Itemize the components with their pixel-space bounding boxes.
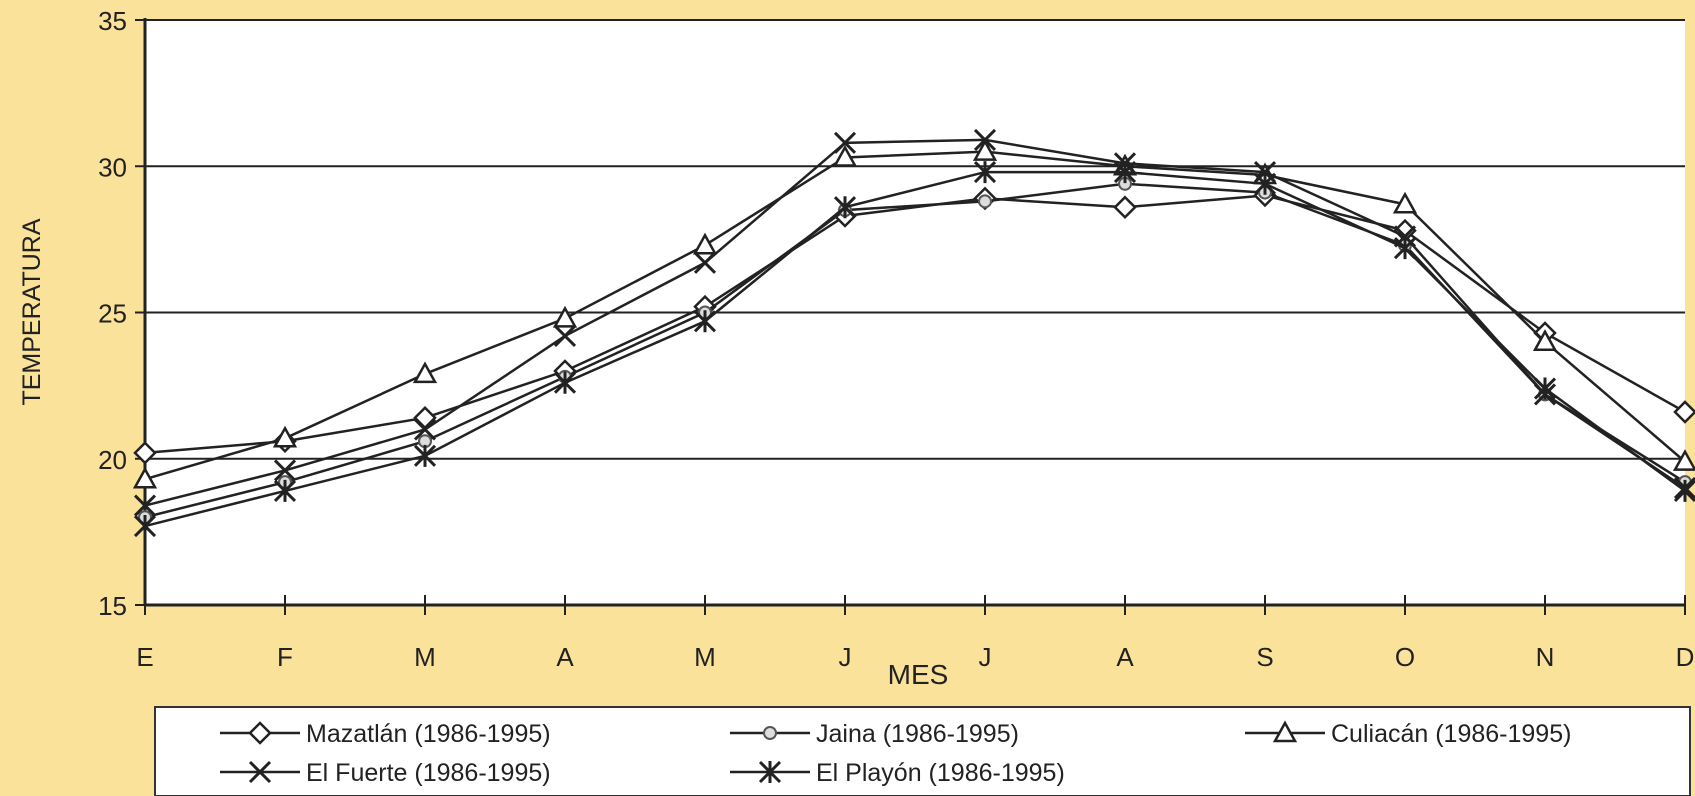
asterisk-marker <box>1393 237 1417 260</box>
triangle-marker <box>552 305 578 328</box>
asterisk-marker <box>133 514 157 538</box>
asterisk-marker <box>693 310 717 333</box>
x-marker <box>273 459 297 482</box>
triangle-marker <box>412 361 438 384</box>
asterisk-marker <box>973 161 997 184</box>
diamond-marker <box>1673 400 1695 424</box>
triangle-marker <box>1272 720 1298 743</box>
legend-label: El Playón (1986-1995) <box>816 759 1065 787</box>
x-marker <box>973 128 997 151</box>
diamond-marker <box>133 441 157 465</box>
asterisk-marker <box>1253 172 1277 195</box>
x-marker <box>693 251 717 274</box>
x-tick-label: M <box>414 642 436 672</box>
legend-item: Mazatlán (1986-1995) <box>220 720 551 748</box>
dot-marker <box>763 726 777 740</box>
series-line <box>144 150 1686 481</box>
dot-marker <box>978 194 992 209</box>
legend-label: Jaina (1986-1995) <box>816 720 1019 748</box>
x-tick-label: N <box>1536 642 1555 672</box>
triangle-marker <box>272 425 298 448</box>
series-triangle <box>132 139 1695 489</box>
x-tick-label: S <box>1256 642 1273 672</box>
legend-box <box>154 706 1691 796</box>
triangle-marker <box>1392 191 1418 214</box>
triangle-marker <box>692 232 718 255</box>
legend: Mazatlán (1986-1995) Jaina (1986-1995) Cul… <box>220 720 1571 787</box>
y-axis-label: TEMPERATURA <box>18 218 46 405</box>
gridlines <box>145 19 1685 460</box>
diamond-marker <box>1113 195 1137 219</box>
asterisk-marker <box>1673 479 1695 502</box>
x-tick-label: O <box>1395 642 1415 672</box>
series-line <box>144 170 1686 528</box>
legend-label: Mazatlán (1986-1995) <box>306 720 551 748</box>
x-tick-label: J <box>839 642 852 672</box>
asterisk-marker <box>1533 377 1557 400</box>
x-tick-label: M <box>694 642 716 672</box>
asterisk-marker <box>273 479 297 502</box>
x-tick-label: F <box>277 642 293 672</box>
legend-item: El Fuerte (1986-1995) <box>220 759 551 787</box>
series-asterisk <box>133 161 1695 538</box>
y-tick-label: 15 <box>98 591 127 621</box>
x-marker <box>413 418 437 441</box>
asterisk-marker <box>413 444 437 467</box>
legend-item: El Playón (1986-1995) <box>730 759 1065 787</box>
triangle-marker <box>132 466 158 489</box>
triangle-marker <box>972 139 998 161</box>
asterisk-marker <box>553 371 577 394</box>
x-marker <box>248 760 272 784</box>
triangle-marker <box>1672 449 1695 471</box>
x-marker <box>553 324 577 347</box>
series-line <box>144 138 1686 507</box>
asterisk-marker <box>833 196 857 219</box>
y-tick-label: 35 <box>98 6 127 36</box>
legend-item: Jaina (1986-1995) <box>730 720 1019 748</box>
x-tick-label: A <box>556 642 574 672</box>
series-lines <box>132 128 1695 538</box>
y-tick-label: 20 <box>98 445 127 475</box>
y-tick-label: 30 <box>98 152 127 182</box>
tick-labels: 15 20 25 30 35 E F M A M J J A S O N D <box>98 6 1694 672</box>
legend-label: El Fuerte (1986-1995) <box>306 759 551 787</box>
legend-label: Culiacán (1986-1995) <box>1331 720 1571 748</box>
x-tick-label: E <box>136 642 153 672</box>
legend-item: Culiacán (1986-1995) <box>1245 720 1571 748</box>
x-tick-label: J <box>979 642 992 672</box>
series-line <box>144 194 1686 455</box>
diamond-marker <box>248 721 272 745</box>
asterisk-marker <box>758 760 782 784</box>
x-axis-label: MES <box>888 659 949 690</box>
y-tick-label: 25 <box>98 299 127 329</box>
x-tick-label: A <box>1116 642 1134 672</box>
x-tick-label: D <box>1676 642 1695 672</box>
x-marker <box>833 131 857 154</box>
triangle-marker <box>1532 329 1558 351</box>
x-marker <box>133 494 157 517</box>
asterisk-marker <box>1113 161 1137 184</box>
triangle-marker <box>832 144 858 167</box>
